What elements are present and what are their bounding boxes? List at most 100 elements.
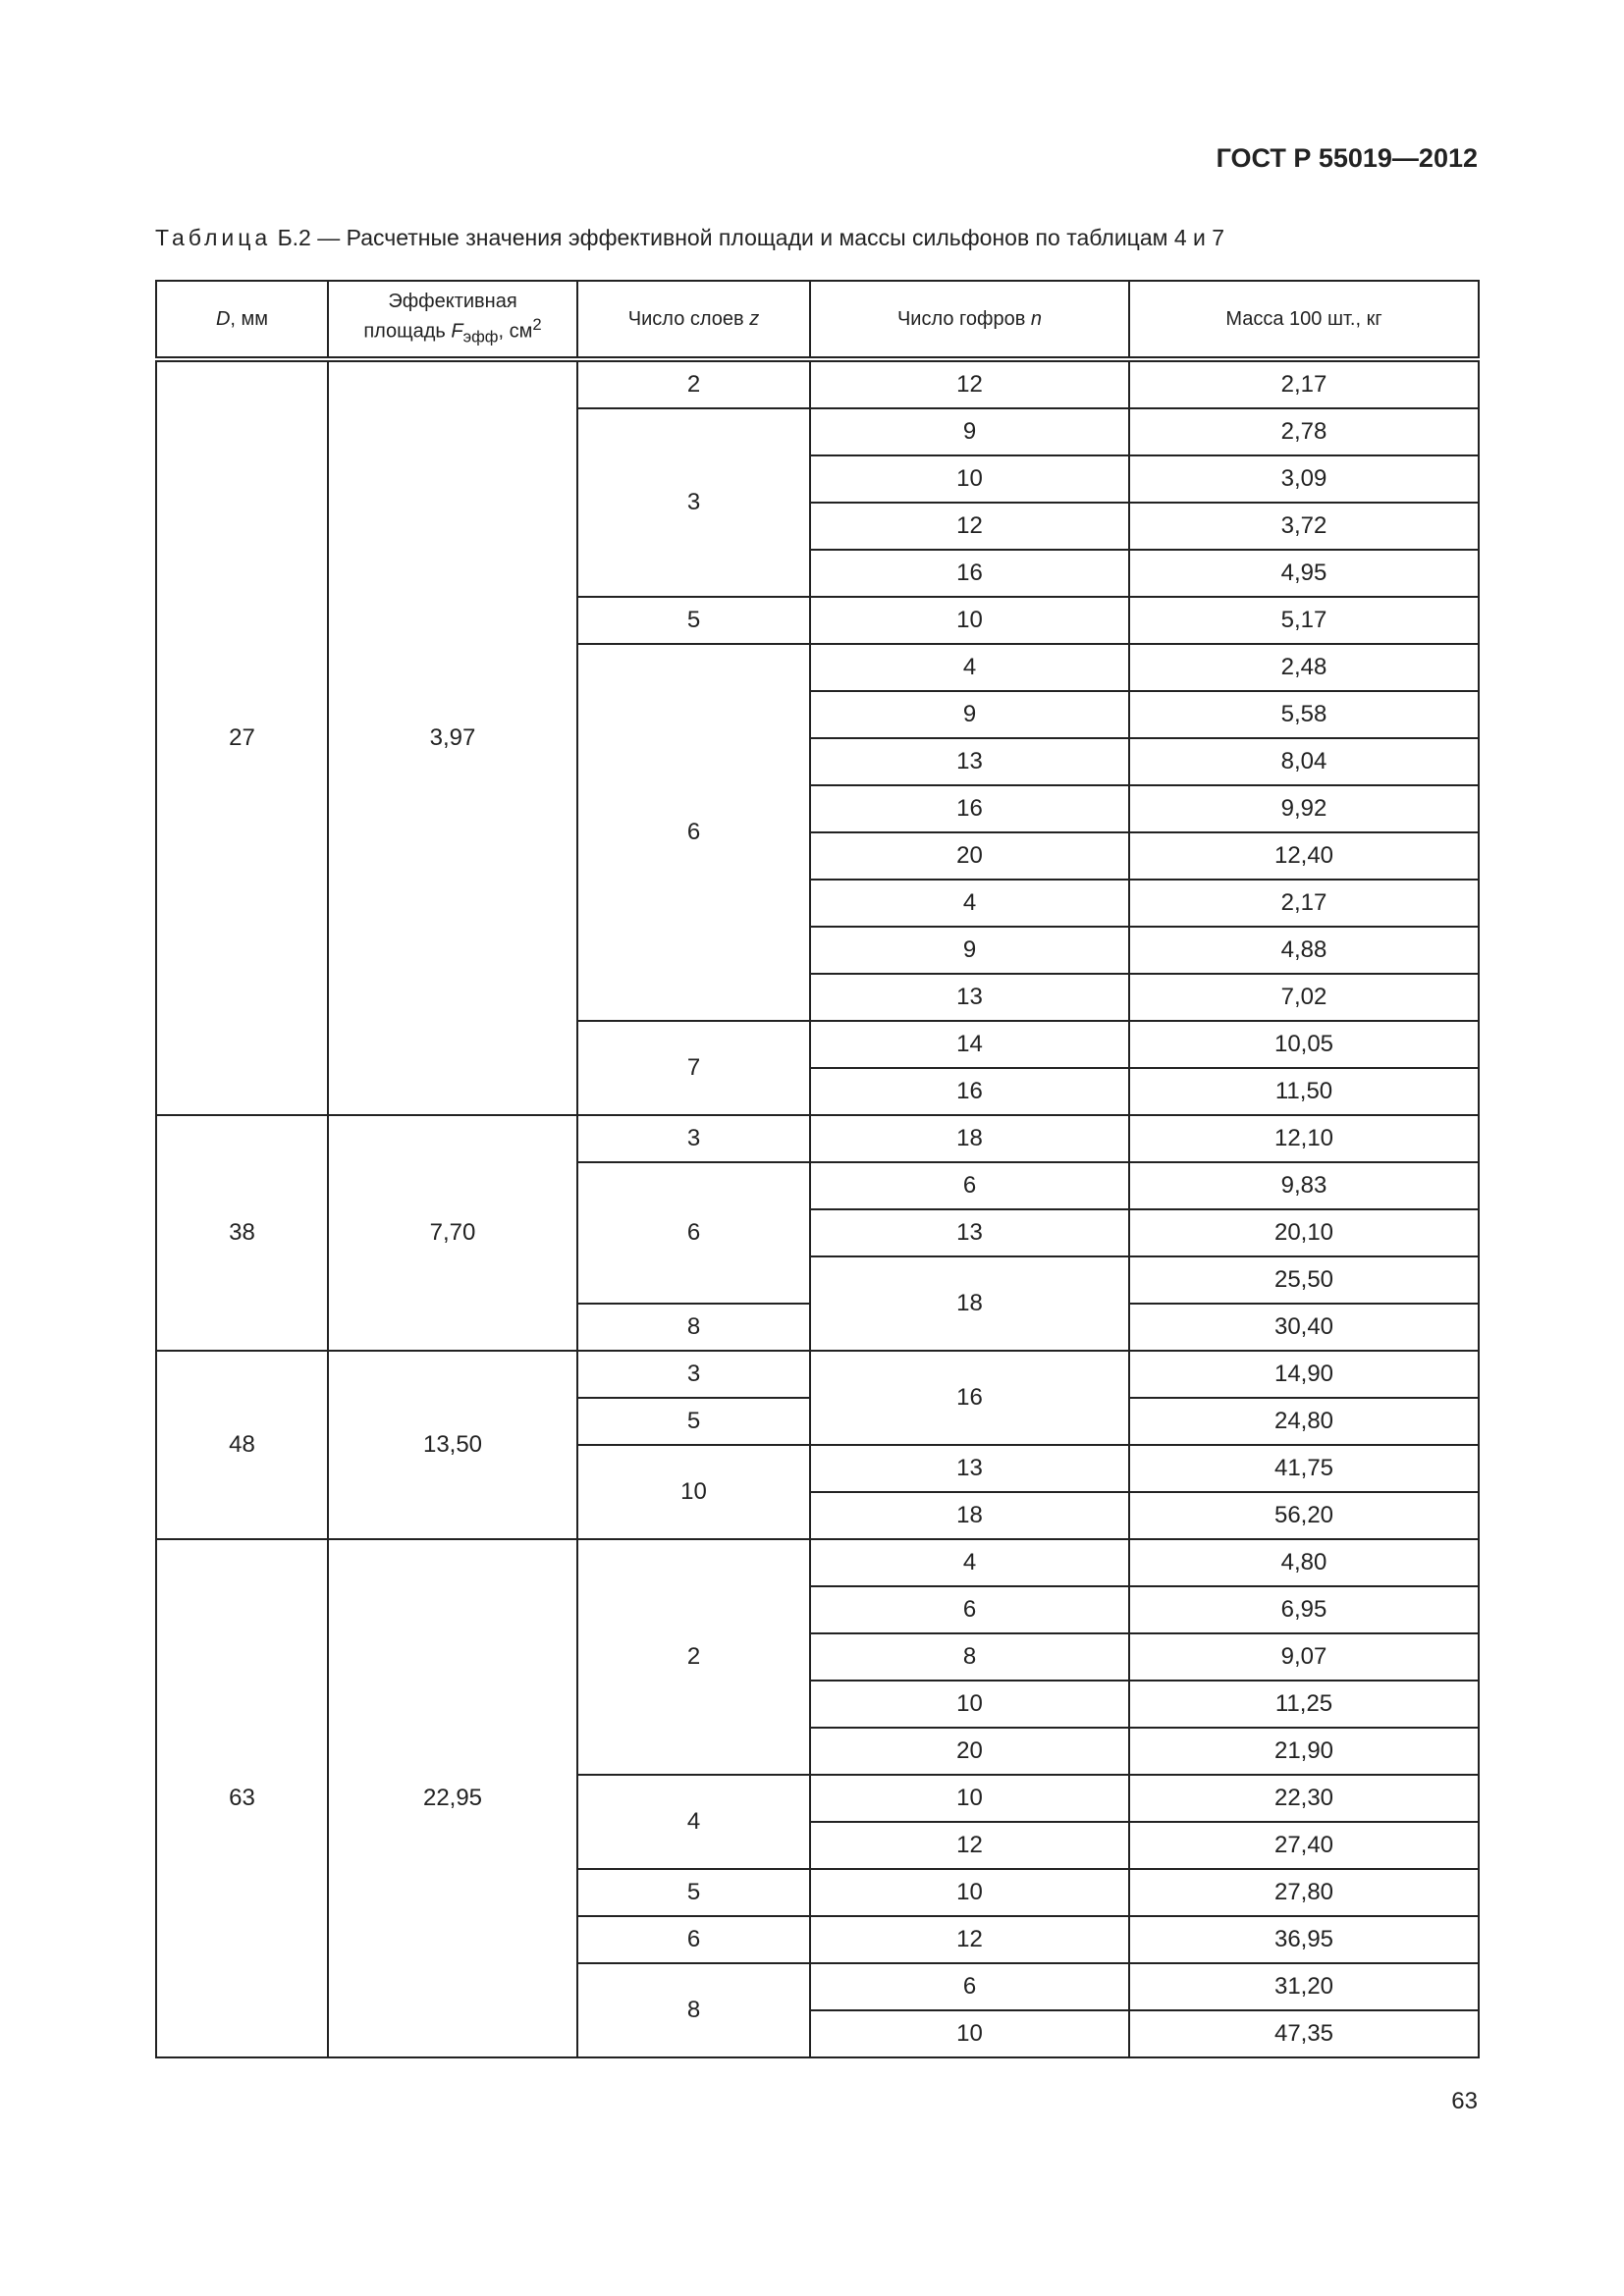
- table-cell: 31,20: [1128, 1962, 1480, 2011]
- table-cell: 30,40: [1128, 1303, 1480, 1352]
- table-cell: 9,07: [1128, 1632, 1480, 1682]
- table-cell: 7: [576, 1020, 811, 1116]
- table-row: 20 21,90: [156, 1727, 1480, 1776]
- table-cell: 9: [809, 926, 1130, 975]
- table-cell: 8: [809, 1632, 1130, 1682]
- table-cell: 47,35: [1128, 2009, 1480, 2058]
- table-cell: 2,48: [1128, 643, 1480, 692]
- table-cell: 18: [809, 1255, 1130, 1352]
- caption-prefix: Таблица: [155, 225, 272, 250]
- table-cell: 3: [576, 1350, 811, 1399]
- table-cell: 6: [576, 643, 811, 1022]
- table-cell: 12: [809, 1821, 1130, 1870]
- table-cell: 16: [809, 1350, 1130, 1446]
- table-cell: 2: [576, 358, 811, 409]
- table-row: 20 12,40: [156, 831, 1480, 881]
- table-cell: 3,72: [1128, 502, 1480, 551]
- table-cell: 10: [809, 454, 1130, 504]
- caption-text: Б.2 — Расчетные значения эффективной пло…: [277, 225, 1225, 250]
- table-cell: 3: [576, 407, 811, 598]
- table-row: 18 56,20: [156, 1491, 1480, 1540]
- table-cell: 4,80: [1128, 1538, 1480, 1587]
- table-cell: 11,25: [1128, 1680, 1480, 1729]
- table-row: 8 6 31,20: [156, 1962, 1480, 2058]
- table-row: 8 9,07: [156, 1632, 1480, 1682]
- table-cell: 18: [809, 1491, 1130, 1540]
- table-row: 38 7,70 3 18 12,10: [155, 1114, 1480, 1352]
- table-cell: 11,50: [1128, 1067, 1480, 1116]
- table-cell: 9,92: [1128, 784, 1480, 833]
- table-row: 18 25,50: [156, 1255, 1480, 1352]
- table-row: 6 4 2,48: [156, 643, 1480, 1022]
- table-header-row: D, мм Эффективная площадь Fэфф, см2 Число…: [155, 280, 1480, 362]
- header-diameter: D, мм: [155, 280, 329, 362]
- table-cell: 20: [809, 1727, 1130, 1776]
- header-mass: Масса 100 шт., кг: [1128, 280, 1480, 362]
- table-cell: 38: [155, 1114, 329, 1352]
- table-cell: 4: [809, 879, 1130, 928]
- table-row: 13 7,02: [156, 973, 1480, 1022]
- table-cell: 22,95: [327, 1538, 578, 2058]
- table-cell: 25,50: [1128, 1255, 1480, 1305]
- table-row: 9 4,88: [156, 926, 1480, 975]
- table-row: 10 47,35: [156, 2009, 1480, 2058]
- table-row: 27 3,97 2 12 2,17: [155, 358, 1480, 1116]
- table-cell: 2,17: [1128, 879, 1480, 928]
- table-row: 16 11,50: [156, 1067, 1480, 1116]
- table-cell: 4: [809, 1538, 1130, 1587]
- table-row: 10 13 41,75: [156, 1444, 1480, 1540]
- table-cell: 12,40: [1128, 831, 1480, 881]
- table-cell: 3: [576, 1114, 811, 1163]
- table-cell: 5: [576, 1868, 811, 1917]
- table-cell: 36,95: [1128, 1915, 1480, 1964]
- table-cell: 8,04: [1128, 737, 1480, 786]
- header-layers: Число слоев z: [576, 280, 811, 362]
- table-cell: 16: [809, 1067, 1130, 1116]
- table-row: 13 20,10: [156, 1208, 1480, 1257]
- table-caption: Таблица Б.2 — Расчетные значения эффекти…: [155, 225, 1224, 251]
- table-cell: 12: [809, 502, 1130, 551]
- table-row: 63 22,95 2 4 4,80: [155, 1538, 1480, 2058]
- table-cell: 13: [809, 1444, 1130, 1493]
- table-cell: 5,17: [1128, 596, 1480, 645]
- table-cell: 2,78: [1128, 407, 1480, 456]
- table-cell: 2: [576, 1538, 811, 1776]
- table-row: 6 12 36,95: [156, 1915, 1480, 1964]
- page-number: 63: [1451, 2088, 1478, 2114]
- table-cell: 10: [809, 1774, 1130, 1823]
- table-cell: 3,09: [1128, 454, 1480, 504]
- table-row: 6 6,95: [156, 1585, 1480, 1634]
- table-cell: 6: [809, 1161, 1130, 1210]
- table-row: 10 3,09: [156, 454, 1480, 504]
- table-row: 4 10 22,30: [156, 1774, 1480, 1870]
- header-effective-area: Эффективная площадь Fэфф, см2: [327, 280, 578, 362]
- table-cell: 4: [809, 643, 1130, 692]
- table-row: 6 6 9,83: [156, 1161, 1480, 1305]
- table-cell: 4,88: [1128, 926, 1480, 975]
- table-cell: 9: [809, 690, 1130, 739]
- table-cell: 9: [809, 407, 1130, 456]
- table-cell: 4,95: [1128, 549, 1480, 598]
- table-cell: 63: [155, 1538, 329, 2058]
- table-cell: 6: [809, 1585, 1130, 1634]
- table-row: 13 8,04: [156, 737, 1480, 786]
- table-cell: 8: [576, 1303, 811, 1352]
- table-cell: 16: [809, 784, 1130, 833]
- table-cell: 13: [809, 973, 1130, 1022]
- table-cell: 27,80: [1128, 1868, 1480, 1917]
- table-cell: 6: [809, 1962, 1130, 2011]
- table-cell: 6: [576, 1915, 811, 1964]
- table-cell: 10: [809, 2009, 1130, 2058]
- table-cell: 10: [576, 1444, 811, 1540]
- table-cell: 27: [155, 358, 329, 1116]
- table-cell: 8: [576, 1962, 811, 2058]
- table-cell: 5,58: [1128, 690, 1480, 739]
- table-row: 5 24,80: [156, 1397, 1480, 1446]
- table-cell: 48: [155, 1350, 329, 1540]
- table-cell: 10: [809, 1680, 1130, 1729]
- table-cell: 22,30: [1128, 1774, 1480, 1823]
- table-row: 5 10 5,17: [156, 596, 1480, 645]
- header-corrugations: Число гофров n: [809, 280, 1130, 362]
- table-cell: 10: [809, 596, 1130, 645]
- table-cell: 56,20: [1128, 1491, 1480, 1540]
